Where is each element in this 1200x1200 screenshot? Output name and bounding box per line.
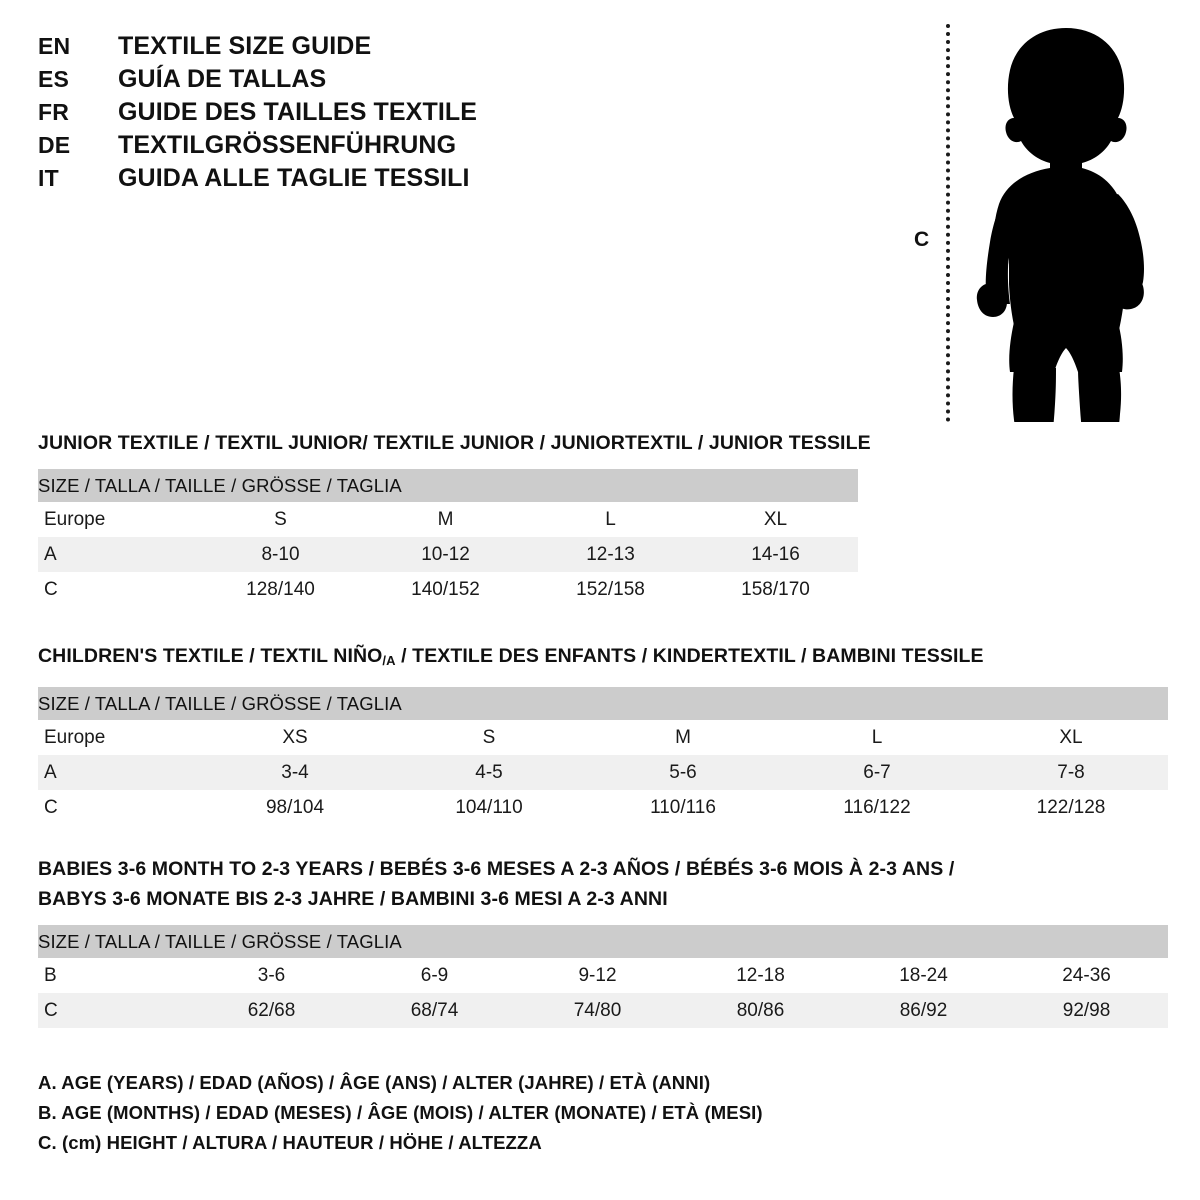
- table-cell: XS: [198, 720, 392, 755]
- table-row: C 98/104 104/110 110/116 116/122 122/128: [38, 790, 1169, 825]
- table-cell: M: [586, 720, 780, 755]
- table-cell: 122/128: [974, 790, 1169, 825]
- row-label: Europe: [38, 720, 198, 755]
- table-cell: 152/158: [528, 572, 693, 607]
- guide-title: TEXTILGRÖSSENFÜHRUNG: [118, 131, 457, 159]
- measurement-legend: A. AGE (YEARS) / EDAD (AÑOS) / ÂGE (ANS)…: [38, 1068, 1158, 1158]
- language-row: EN TEXTILE SIZE GUIDE: [38, 32, 858, 65]
- table-cell: 3-6: [190, 958, 353, 993]
- junior-textile-section: JUNIOR TEXTILE / TEXTIL JUNIOR/ TEXTILE …: [38, 428, 871, 607]
- table-cell: 24-36: [1005, 958, 1169, 993]
- table-cell: S: [198, 502, 363, 537]
- babies-textile-section: BABIES 3-6 MONTH TO 2-3 YEARS / BEBÉS 3-…: [38, 854, 1169, 1028]
- table-cell: 14-16: [693, 537, 859, 572]
- babies-section-heading-line2: BABYS 3-6 MONATE BIS 2-3 JAHRE / BAMBINI…: [38, 888, 668, 910]
- table-cell: 140/152: [363, 572, 528, 607]
- table-cell: 104/110: [392, 790, 586, 825]
- table-cell: 128/140: [198, 572, 363, 607]
- children-section-heading: CHILDREN'S TEXTILE / TEXTIL NIÑO/A / TEX…: [38, 641, 1168, 676]
- row-label: Europe: [38, 502, 198, 537]
- table-cell: 8-10: [198, 537, 363, 572]
- size-band-label: SIZE / TALLA / TAILLE / GRÖSSE / TAGLIA: [38, 469, 859, 502]
- table-cell: 68/74: [353, 993, 516, 1028]
- table-row: A 8-10 10-12 12-13 14-16: [38, 537, 859, 572]
- language-row: FR GUIDE DES TAILLES TEXTILE: [38, 98, 858, 131]
- guide-title: GUIDA ALLE TAGLIE TESSILI: [118, 164, 470, 192]
- table-cell: 86/92: [842, 993, 1005, 1028]
- table-band-row: SIZE / TALLA / TAILLE / GRÖSSE / TAGLIA: [38, 469, 859, 502]
- table-cell: 6-9: [353, 958, 516, 993]
- table-cell: 158/170: [693, 572, 859, 607]
- babies-size-table: SIZE / TALLA / TAILLE / GRÖSSE / TAGLIA …: [38, 925, 1169, 1028]
- table-cell: 62/68: [190, 993, 353, 1028]
- row-label: C: [38, 993, 190, 1028]
- language-title-block: EN TEXTILE SIZE GUIDE ES GUÍA DE TALLAS …: [38, 32, 858, 197]
- language-row: ES GUÍA DE TALLAS: [38, 65, 858, 98]
- table-cell: L: [780, 720, 974, 755]
- table-row: Europe S M L XL: [38, 502, 859, 537]
- table-row: B 3-6 6-9 9-12 12-18 18-24 24-36: [38, 958, 1169, 993]
- guide-title: TEXTILE SIZE GUIDE: [118, 32, 372, 60]
- legend-line-a: A. AGE (YEARS) / EDAD (AÑOS) / ÂGE (ANS)…: [38, 1072, 711, 1093]
- table-row: Europe XS S M L XL: [38, 720, 1169, 755]
- table-cell: 98/104: [198, 790, 392, 825]
- table-cell: 116/122: [780, 790, 974, 825]
- guide-title: GUIDE DES TAILLES TEXTILE: [118, 98, 478, 126]
- size-band-label: SIZE / TALLA / TAILLE / GRÖSSE / TAGLIA: [38, 687, 1169, 720]
- table-cell: 5-6: [586, 755, 780, 790]
- table-row: C 128/140 140/152 152/158 158/170: [38, 572, 859, 607]
- table-cell: 74/80: [516, 993, 679, 1028]
- row-label: A: [38, 537, 198, 572]
- legend-line-b: B. AGE (MONTHS) / EDAD (MESES) / ÂGE (MO…: [38, 1102, 763, 1123]
- table-band-row: SIZE / TALLA / TAILLE / GRÖSSE / TAGLIA: [38, 925, 1169, 958]
- children-heading-post: / TEXTILE DES ENFANTS / KINDERTEXTIL / B…: [395, 645, 984, 667]
- junior-size-table: SIZE / TALLA / TAILLE / GRÖSSE / TAGLIA …: [38, 469, 859, 607]
- row-label: B: [38, 958, 190, 993]
- table-row: C 62/68 68/74 74/80 80/86 86/92 92/98: [38, 993, 1169, 1028]
- table-band-row: SIZE / TALLA / TAILLE / GRÖSSE / TAGLIA: [38, 687, 1169, 720]
- size-band-label: SIZE / TALLA / TAILLE / GRÖSSE / TAGLIA: [38, 925, 1169, 958]
- children-heading-subscript: /A: [382, 653, 396, 668]
- table-cell: 12-13: [528, 537, 693, 572]
- table-cell: 9-12: [516, 958, 679, 993]
- row-label: C: [38, 790, 198, 825]
- height-measure-label: C: [914, 228, 930, 251]
- legend-line-c: C. (cm) HEIGHT / ALTURA / HAUTEUR / HÖHE…: [38, 1132, 542, 1153]
- table-cell: XL: [974, 720, 1169, 755]
- table-cell: L: [528, 502, 693, 537]
- language-row: DE TEXTILGRÖSSENFÜHRUNG: [38, 131, 858, 164]
- row-label: A: [38, 755, 198, 790]
- language-code: DE: [38, 132, 71, 158]
- table-cell: 12-18: [679, 958, 842, 993]
- table-cell: 80/86: [679, 993, 842, 1028]
- table-cell: 92/98: [1005, 993, 1169, 1028]
- babies-section-heading-line1: BABIES 3-6 MONTH TO 2-3 YEARS / BEBÉS 3-…: [38, 858, 955, 880]
- language-row: IT GUIDA ALLE TAGLIE TESSILI: [38, 164, 858, 197]
- junior-section-heading: JUNIOR TEXTILE / TEXTIL JUNIOR/ TEXTILE …: [38, 432, 871, 454]
- row-label: C: [38, 572, 198, 607]
- language-code: EN: [38, 33, 71, 59]
- table-cell: XL: [693, 502, 859, 537]
- language-code: ES: [38, 66, 70, 92]
- child-silhouette-icon: [976, 28, 1144, 422]
- table-row: A 3-4 4-5 5-6 6-7 7-8: [38, 755, 1169, 790]
- children-heading-pre: CHILDREN'S TEXTILE / TEXTIL NIÑO: [38, 645, 383, 667]
- language-code: FR: [38, 99, 70, 125]
- table-cell: M: [363, 502, 528, 537]
- children-size-table: SIZE / TALLA / TAILLE / GRÖSSE / TAGLIA …: [38, 687, 1169, 825]
- table-cell: 4-5: [392, 755, 586, 790]
- table-cell: 110/116: [586, 790, 780, 825]
- language-code: IT: [38, 165, 59, 191]
- height-measure-dotted-line: [946, 24, 950, 422]
- table-cell: S: [392, 720, 586, 755]
- guide-title: GUÍA DE TALLAS: [118, 65, 327, 93]
- table-cell: 7-8: [974, 755, 1169, 790]
- table-cell: 3-4: [198, 755, 392, 790]
- table-cell: 18-24: [842, 958, 1005, 993]
- table-cell: 6-7: [780, 755, 974, 790]
- children-textile-section: CHILDREN'S TEXTILE / TEXTIL NIÑO/A / TEX…: [38, 641, 1169, 825]
- height-reference-figure: C: [900, 10, 1190, 425]
- table-cell: 10-12: [363, 537, 528, 572]
